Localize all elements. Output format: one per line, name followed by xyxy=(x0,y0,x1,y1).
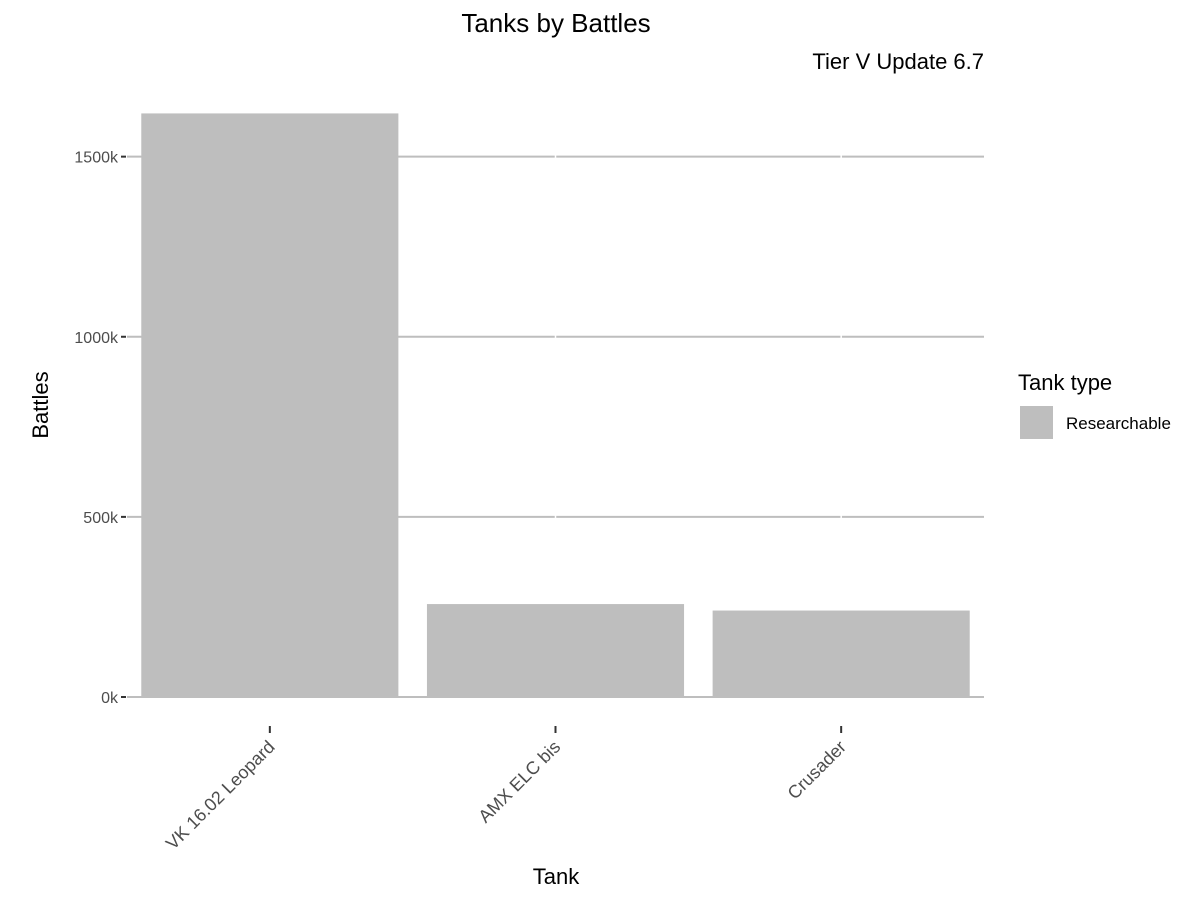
y-tick-label-0: 0k xyxy=(101,690,119,707)
bars xyxy=(141,113,970,698)
x-tick-label-1: AMX ELC bis xyxy=(474,737,564,827)
chart-subtitle: Tier V Update 6.7 xyxy=(812,49,984,74)
chart-title: Tanks by Battles xyxy=(461,8,650,38)
x-tick-label-2: Crusader xyxy=(784,737,850,803)
y-tick-label-3: 1500k xyxy=(74,150,119,167)
y-axis-ticks: 0k 500k 1000k 1500k xyxy=(74,150,126,707)
legend-label-researchable: Researchable xyxy=(1066,414,1171,433)
y-tick-label-2: 1000k xyxy=(74,330,119,347)
legend-swatch-researchable xyxy=(1020,406,1053,439)
x-axis-title: Tank xyxy=(533,864,580,889)
x-tick-label-0: VK 16.02 Leopard xyxy=(162,737,279,854)
y-axis-title: Battles xyxy=(28,371,53,438)
bar-2 xyxy=(712,610,970,697)
x-axis-ticks: VK 16.02 Leopard AMX ELC bis Crusader xyxy=(162,726,850,853)
legend: Tank type Researchable xyxy=(1018,370,1171,439)
bar-0 xyxy=(141,113,399,698)
bar-1 xyxy=(426,604,685,697)
legend-title: Tank type xyxy=(1018,370,1112,395)
y-tick-label-1: 500k xyxy=(83,510,119,527)
